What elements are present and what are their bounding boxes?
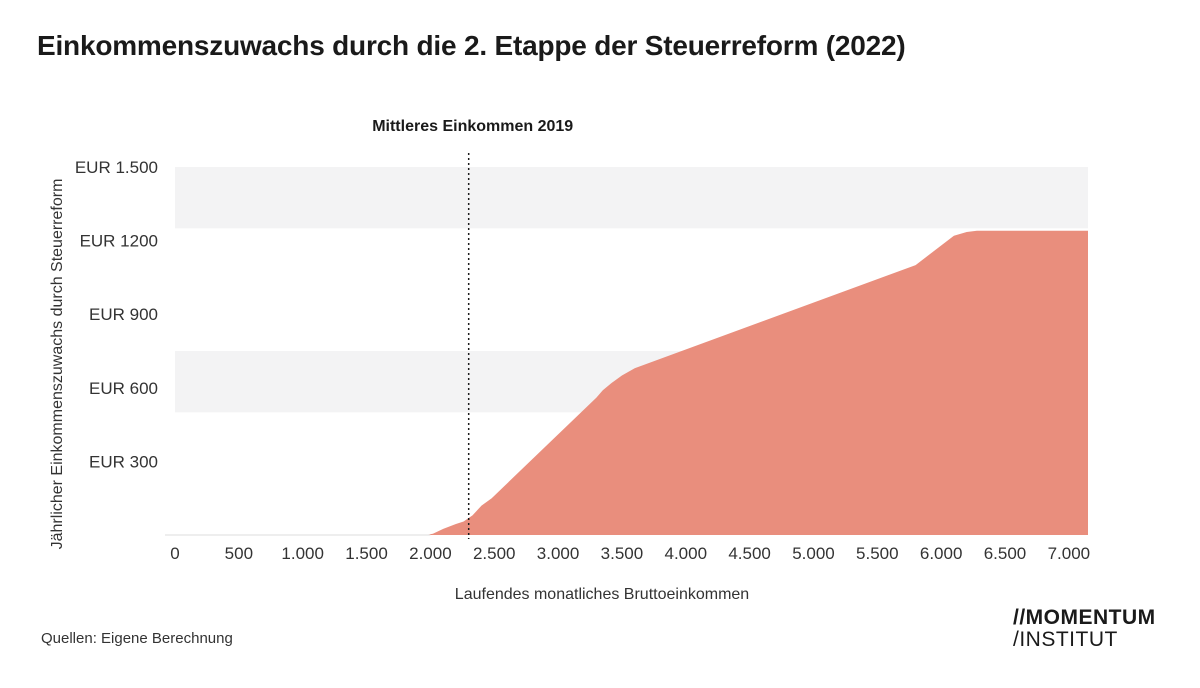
x-tick-label: 1.000 — [281, 544, 324, 563]
x-tick-label: 5.500 — [856, 544, 899, 563]
x-tick-label: 5.000 — [792, 544, 835, 563]
logo-line-1: //MOMENTUM — [1013, 606, 1156, 629]
x-tick-label: 0 — [170, 544, 179, 563]
x-tick-label: 3.000 — [537, 544, 580, 563]
x-tick-label: 4.500 — [728, 544, 771, 563]
median-income-marker-label: Mittleres Einkommen 2019 — [372, 118, 573, 135]
y-axis-title: Jährlicher Einkommenszuwachs durch Steue… — [49, 179, 66, 550]
y-tick-label: EUR 900 — [89, 305, 158, 324]
area-layer — [165, 230, 1088, 536]
source-note: Quellen: Eigene Berechnung — [41, 630, 233, 647]
y-tick-label: EUR 300 — [89, 452, 158, 471]
background-band — [175, 167, 1088, 229]
logo-line-2: /INSTITUT — [1013, 628, 1118, 651]
x-axis: 0 500 1.000 1.500 2.000 2.500 3.000 3.500 4.000 4… — [170, 544, 1090, 563]
x-tick-label: 1.500 — [345, 544, 388, 563]
y-tick-label: EUR 600 — [89, 379, 158, 398]
x-tick-label: 500 — [225, 544, 253, 563]
y-axis: EUR 300 EUR 600 EUR 900 EUR 1200 EUR 1.500 — [75, 158, 158, 471]
income-gain-area — [175, 230, 1088, 536]
x-tick-label: 3.500 — [601, 544, 644, 563]
x-tick-label: 2.000 — [409, 544, 452, 563]
x-axis-title: Laufendes monatliches Bruttoeinkommen — [455, 586, 749, 603]
x-tick-label: 4.000 — [664, 544, 707, 563]
x-tick-label: 7.000 — [1048, 544, 1091, 563]
y-tick-label: EUR 1.500 — [75, 158, 158, 177]
x-tick-label: 6.500 — [984, 544, 1027, 563]
chart-title: Einkommenszuwachs durch die 2. Etappe de… — [37, 30, 906, 61]
momentum-institut-logo: //MOMENTUM /INSTITUT — [1013, 607, 1156, 651]
y-tick-label: EUR 1200 — [80, 232, 158, 251]
x-tick-label: 2.500 — [473, 544, 516, 563]
x-tick-label: 6.000 — [920, 544, 963, 563]
